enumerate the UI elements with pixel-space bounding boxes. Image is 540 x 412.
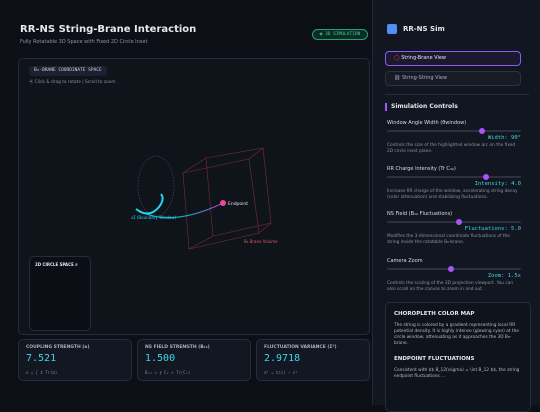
endpoint-label: Endpoint — [228, 201, 248, 207]
stat-value: 2.9718 — [264, 353, 301, 364]
subtitle: Fully Rotatable 3D Space with Fixed 2D C… — [20, 39, 148, 45]
view-button[interactable]: ⛓ String-String View — [385, 71, 521, 86]
control-readout: Width: 90° — [487, 135, 521, 141]
app-name: RR-NS Sim — [403, 25, 445, 33]
hint-text: Click & drag to rotate | Scroll to zoom — [34, 80, 116, 85]
stat-card: NS FIELD STRENGTH (B₁₂) 1.500 B₁₂ = ∮ C₁ +… — [137, 339, 251, 381]
stat-formula: σ² = Σ(ε) − ε² — [264, 370, 298, 375]
slider-thumb[interactable] — [483, 174, 489, 180]
viewport-label: B₈-BRANE COORDINATE SPACE — [29, 66, 107, 76]
hint: ⦿ Click & drag to rotate | Scroll to zoo… — [29, 80, 116, 85]
slider[interactable] — [387, 266, 521, 272]
slider-thumb[interactable] — [479, 128, 485, 134]
control-description: Modifies the 3-dimensional coordinate fl… — [387, 234, 510, 245]
control-label: Window Angle Width (θwindow) — [387, 120, 467, 126]
slider-thumb[interactable] — [456, 219, 462, 225]
controls-title: Simulation Controls — [391, 103, 458, 110]
window-circle — [137, 155, 175, 217]
control-label: Camera Zoom — [387, 258, 423, 264]
boundary-label: ∂Σ (Boundary Window) — [131, 215, 177, 220]
control-description: Controls the size of the highlighted win… — [387, 143, 516, 154]
stat-value: 7.521 — [26, 353, 57, 364]
inset-label: 2D CIRCLE SPACE ∂ — [35, 262, 78, 267]
slider[interactable] — [387, 219, 521, 225]
info-title: CHOROPLETH COLOR MAP — [394, 311, 475, 317]
view-label: String-Brane View — [401, 55, 447, 61]
slider[interactable] — [387, 128, 521, 134]
control-description: Controls the scaling of the 3D projectio… — [387, 281, 514, 292]
stat-label: FLUCTUATION VARIANCE (Σ²) — [264, 345, 337, 350]
inset: 2D CIRCLE SPACE ∂ — [29, 256, 91, 331]
endpoint — [220, 200, 226, 206]
viewport[interactable]: Endpoint ∂Σ (Boundary Window) B₈ Brane V… — [18, 58, 370, 335]
slider-thumb[interactable] — [448, 266, 454, 272]
info-body: The string is colored by a gradient repr… — [394, 323, 519, 346]
slider[interactable] — [387, 174, 521, 180]
stat-card: COUPLING STRENGTH (κ) 7.521 κ = ∫ Σ Tr(Ω) — [18, 339, 132, 381]
info-title: ENDPOINT FLUCTUATIONS — [394, 356, 475, 362]
sidebar: RR-NS Sim ◯ String-Brane View ⛓ String-S… — [372, 0, 540, 412]
stat-label: COUPLING STRENGTH (κ) — [26, 345, 90, 350]
string — [135, 202, 224, 219]
control-readout: Zoom: 1.5x — [487, 273, 521, 279]
stat-card: FLUCTUATION VARIANCE (Σ²) 2.9718 σ² = Σ(ε)… — [256, 339, 370, 381]
badge: ◉ 3D SIMULATION — [312, 29, 368, 40]
section-bar — [385, 103, 387, 111]
stat-label: NS FIELD STRENGTH (B₁₂) — [145, 345, 210, 350]
logo — [387, 24, 397, 34]
stat-formula: κ = ∫ Σ Tr(Ω) — [26, 370, 58, 375]
control-readout: Intensity: 4.0 — [474, 181, 521, 187]
control-label: NS Field (B₁₂ Fluctuations) — [387, 211, 453, 217]
divider — [385, 94, 529, 95]
scene: Endpoint ∂Σ (Boundary Window) B₈ Brane V… — [131, 147, 278, 250]
info-box: CHOROPLETH COLOR MAP The string is color… — [385, 302, 531, 412]
brane-cube — [182, 147, 272, 250]
stat-value: 1.500 — [145, 353, 176, 364]
brane-label: B₈ Brane Volume — [244, 239, 278, 244]
view-button[interactable]: ◯ String-Brane View — [385, 51, 521, 66]
control-readout: Fluctuations: 5.0 — [464, 226, 521, 232]
control-label: RR Charge Intensity (Tr C₃₂) — [387, 166, 456, 172]
badge-text: 3D SIMULATION — [325, 32, 361, 37]
info-body: Consistent with $$ B_12(\sigma) = \int B… — [394, 368, 520, 379]
title: RR-NS String-Brane Interaction — [20, 24, 197, 35]
control-description: Increase RR charge of the window, accele… — [387, 189, 518, 200]
stat-formula: B₁₂ = ∮ C₁ + Tr(C₂) — [145, 370, 191, 375]
view-label: String-String View — [401, 75, 448, 81]
